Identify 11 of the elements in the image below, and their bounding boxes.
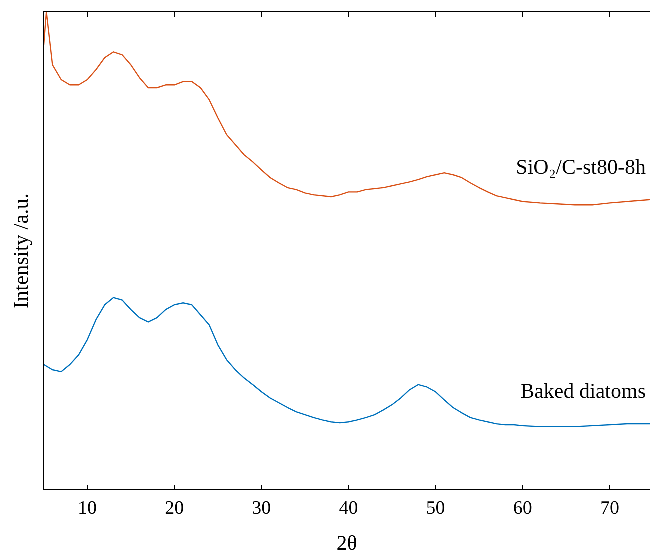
x-axis-title: 2θ bbox=[336, 531, 358, 555]
x-tick-label: 70 bbox=[600, 498, 620, 519]
x-tick-label: 30 bbox=[252, 498, 272, 519]
series-label: SiO₂/C-st80-8h bbox=[516, 154, 646, 179]
x-tick-label: 10 bbox=[78, 498, 98, 519]
series-label: Baked diatoms bbox=[520, 379, 646, 404]
x-tick-label: 40 bbox=[339, 498, 358, 519]
x-tick-label: 50 bbox=[426, 498, 446, 519]
x-tick-label: 60 bbox=[513, 498, 532, 519]
y-axis-title: Intensity /a.u. bbox=[9, 194, 33, 308]
x-tick-label: 20 bbox=[165, 498, 184, 519]
